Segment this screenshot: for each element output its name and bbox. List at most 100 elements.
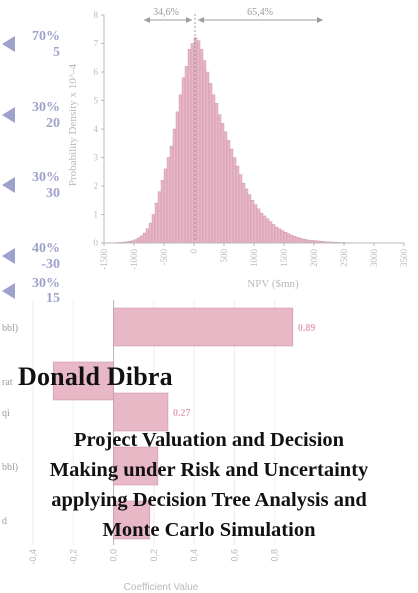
histogram-bar xyxy=(289,234,294,244)
histogram-y-tick-label: 6 xyxy=(94,67,99,77)
histogram-y-tick-label: 5 xyxy=(94,96,99,106)
branch-value: -30 xyxy=(41,257,60,272)
histogram-bar xyxy=(166,157,171,244)
histogram-bar xyxy=(205,71,210,244)
coefficient-x-tick-label: 0,6 xyxy=(229,549,239,562)
right-percentage-label: 65,4% xyxy=(247,7,273,18)
title-line-4: Monte Carlo Simulation xyxy=(102,519,316,541)
histogram-bar xyxy=(160,180,165,244)
tree-branch-4: 40% -30 xyxy=(0,241,64,275)
histogram-x-tick-label: 3500 xyxy=(399,249,409,268)
left-percentage-label: 34,6% xyxy=(153,7,179,18)
histogram-y-tick-label: 0 xyxy=(94,238,99,248)
histogram-bar xyxy=(274,226,279,244)
histogram-bar xyxy=(280,230,285,244)
histogram-y-tick-label: 1 xyxy=(94,210,99,220)
histogram-bar xyxy=(178,94,183,244)
branch-value: 20 xyxy=(46,116,60,131)
npv-histogram: -1500 -1000 -500 0 500 1000 1500 2000 2500 3000 35… xyxy=(67,7,409,290)
title-line-2: Making under Risk and Uncertainty xyxy=(49,459,369,481)
histogram-bar xyxy=(142,232,147,244)
branch-probability: 30% xyxy=(32,100,60,115)
histogram-x-tick-label: 0 xyxy=(189,249,199,254)
histogram-bar xyxy=(154,202,159,244)
histogram-x-tick-label: -1000 xyxy=(129,249,139,270)
coefficient-x-tick-label: 0,8 xyxy=(270,549,280,562)
histogram-bar xyxy=(187,49,192,244)
histogram-bar xyxy=(208,83,213,244)
branch-value: 30 xyxy=(46,186,60,201)
histogram-bar xyxy=(304,239,309,244)
histogram-bar xyxy=(301,238,306,244)
coefficient-category-label: bbl) xyxy=(2,462,18,473)
book-title: Project Valuation and Decision Making un… xyxy=(10,425,408,545)
histogram-x-tick-label: 2000 xyxy=(309,249,319,268)
histogram-bar xyxy=(214,103,219,244)
branch-arrow-icon xyxy=(2,283,15,299)
histogram-bar xyxy=(268,221,273,244)
histogram-bar xyxy=(232,157,237,244)
coefficient-bar xyxy=(113,307,294,347)
coefficient-value-label: 0.27 xyxy=(173,408,191,419)
coefficient-category-label: qi xyxy=(2,408,10,419)
histogram-x-tick-label: -500 xyxy=(159,249,169,266)
histogram-bar xyxy=(286,233,291,244)
histogram-y-tick-label: 7 xyxy=(94,39,99,49)
coefficient-category-label: d xyxy=(2,516,7,527)
histogram-bar xyxy=(211,94,216,244)
histogram-x-tick-label: -1500 xyxy=(99,249,109,270)
author-name: Donald Dibra xyxy=(18,362,173,391)
histogram-y-tick-label: 3 xyxy=(94,153,99,163)
histogram-bar xyxy=(253,204,258,244)
histogram-bar xyxy=(202,60,207,244)
coefficient-bar xyxy=(52,361,114,401)
histogram-bar xyxy=(184,66,189,244)
coefficient-x-axis-label: Coefficient Value xyxy=(124,582,199,593)
histogram-bar xyxy=(181,77,186,244)
histogram-bar xyxy=(133,239,138,244)
coefficient-bar xyxy=(113,392,169,432)
probability-split-annotation: 34,6% 65,4% xyxy=(144,7,323,242)
tree-branch-3: 30% 30 xyxy=(0,170,64,204)
coefficient-x-tick-label: -0,2 xyxy=(68,549,78,565)
histogram-x-axis-label: NPV ($mn) xyxy=(247,278,299,290)
histogram-x-tick-label: 1000 xyxy=(249,249,259,268)
histogram-bar xyxy=(151,214,156,244)
coefficient-value-label: 0.89 xyxy=(298,323,316,334)
coefficient-bar xyxy=(113,500,151,540)
histogram-bar xyxy=(241,182,246,244)
histogram-bar xyxy=(175,111,180,244)
branch-arrow-icon xyxy=(2,36,15,52)
title-line-3: applying Decision Tree Analysis and xyxy=(51,489,367,511)
histogram-x-tick-label: 2500 xyxy=(339,249,349,268)
histogram-bar xyxy=(235,165,240,244)
histogram-bar xyxy=(217,114,222,244)
histogram-bar xyxy=(226,140,231,244)
histogram-bar xyxy=(247,194,252,244)
histogram-bar xyxy=(223,131,228,244)
histogram-bar xyxy=(298,237,303,244)
coefficient-chart: bbl) rat qi bbl) d 0.89 0.27 -0,4 -0,2 0,0 0,2 0,… xyxy=(2,300,315,593)
histogram-y-axis-label: Probability Density x 10^-4 xyxy=(67,63,79,186)
histogram-bar xyxy=(145,228,150,244)
histogram-bar xyxy=(172,128,177,244)
branch-probability: 30% xyxy=(32,276,60,291)
coefficient-category-label: bbl) xyxy=(2,323,18,334)
coefficient-x-tick-label: 0,0 xyxy=(109,549,119,562)
histogram-bar xyxy=(259,212,264,244)
tree-branch-5: 30% 15 xyxy=(0,276,64,306)
histogram-bar xyxy=(250,200,255,244)
coefficient-bar xyxy=(113,446,159,486)
histogram-bar xyxy=(265,218,270,244)
branch-value: 15 xyxy=(46,291,60,306)
tree-branch-1: 70% 5 xyxy=(0,29,64,63)
coefficient-category-label: rat xyxy=(2,377,13,388)
histogram-bar xyxy=(190,43,195,244)
histogram-x-tick-label: 500 xyxy=(219,249,229,263)
histogram-x-tick-label: 3000 xyxy=(369,249,379,268)
histogram-bar xyxy=(295,237,300,244)
histogram-bar xyxy=(169,145,174,244)
histogram-bar xyxy=(238,174,243,244)
coefficient-x-tick-label: 0,2 xyxy=(149,549,159,562)
histogram-bar xyxy=(229,148,234,244)
